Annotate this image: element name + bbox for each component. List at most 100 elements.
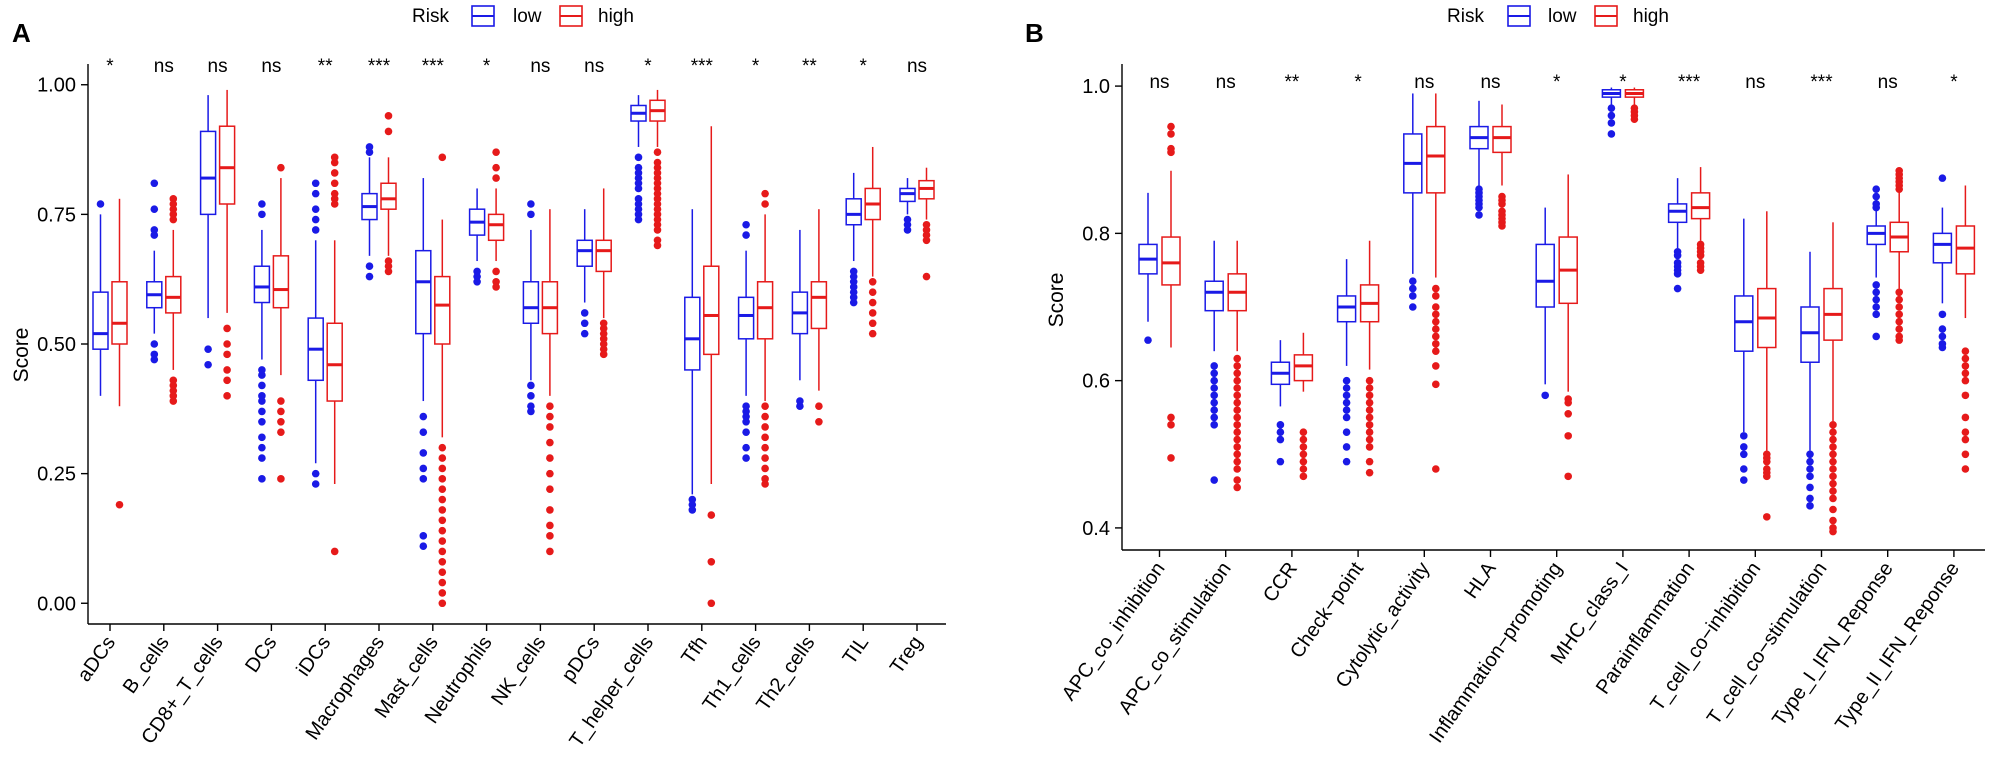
box-body: [845, 198, 862, 226]
outlier-point: [365, 272, 374, 281]
outlier-point: [1233, 362, 1241, 370]
outlier-point: [438, 464, 447, 473]
outlier-point: [1806, 465, 1814, 473]
outlier-point: [1365, 384, 1374, 392]
outlier-point: [546, 423, 554, 431]
outlier-point: [1365, 421, 1374, 429]
box-high: [1955, 185, 1976, 473]
outlier-point: [419, 449, 428, 457]
outlier-point: [223, 366, 231, 374]
outlier-point: [150, 205, 159, 213]
significance-label: **: [802, 56, 817, 77]
outlier-point: [1763, 513, 1771, 521]
outlier-point: [1409, 303, 1417, 311]
outlier-point: [1961, 354, 1970, 363]
outlier-point: [1210, 398, 1218, 407]
outlier-point: [438, 485, 447, 493]
outlier-point: [492, 174, 500, 182]
outlier-point: [761, 200, 769, 208]
outlier-point: [1498, 222, 1506, 230]
outlier-point: [1299, 457, 1308, 466]
outlier-point: [1895, 295, 1903, 304]
box-high: [810, 209, 828, 426]
outlier-point: [438, 568, 447, 576]
outlier-point: [311, 226, 320, 234]
x-tick-label: Inflammation−promoting: [1425, 558, 1566, 747]
outlier-point: [1342, 406, 1351, 414]
outlier-point: [1432, 362, 1440, 370]
box-high: [380, 112, 397, 276]
outlier-point: [258, 371, 266, 379]
outlier-point: [742, 454, 750, 462]
outlier-point: [1895, 310, 1903, 319]
box-low: [1138, 192, 1158, 344]
box-body: [272, 255, 290, 309]
outlier-point: [1740, 465, 1748, 473]
box-high: [756, 189, 774, 488]
box-high: [1492, 104, 1512, 230]
outlier-point: [1895, 317, 1903, 326]
outlier-point: [1365, 376, 1374, 385]
box-high: [1161, 122, 1181, 462]
outlier-point: [599, 350, 608, 359]
outlier-point: [1961, 376, 1970, 385]
outlier-point: [1872, 203, 1880, 212]
outlier-point: [277, 475, 285, 483]
significance-label: ns: [1149, 72, 1169, 93]
outlier-point: [761, 433, 769, 442]
outlier-point: [311, 480, 320, 488]
outlier-point: [1475, 211, 1483, 219]
box-high: [1359, 240, 1380, 477]
outlier-point: [438, 153, 447, 162]
outlier-point: [1829, 450, 1837, 459]
outlier-point: [419, 532, 428, 540]
legend-a-title: Risk: [412, 6, 449, 27]
x-tick-label: B_cells: [119, 632, 174, 697]
box-high: [1624, 87, 1645, 124]
outlier-point: [1365, 457, 1374, 466]
box-low: [1734, 218, 1754, 484]
outlier-point: [707, 599, 716, 608]
outlier-point: [1740, 443, 1748, 451]
outlier-point: [1829, 472, 1837, 481]
outlier-point: [815, 402, 823, 411]
outlier-point: [868, 298, 877, 307]
outlier-point: [419, 428, 428, 436]
outlier-point: [922, 272, 931, 281]
outlier-point: [761, 423, 769, 431]
outlier-point: [438, 526, 447, 535]
outlier-point: [223, 392, 231, 400]
outlier-point: [1829, 465, 1837, 473]
x-tick-label: pDCs: [558, 632, 605, 686]
outlier-point: [258, 475, 266, 483]
box-body: [380, 182, 397, 210]
outlier-point: [1938, 343, 1947, 352]
outlier-point: [653, 226, 662, 234]
box-high: [326, 153, 343, 556]
box-body: [415, 249, 432, 335]
significance-label: ns: [584, 56, 604, 77]
significance-label: *: [1553, 72, 1561, 93]
outlier-point: [1409, 284, 1417, 293]
box-high: [1889, 166, 1909, 344]
significance-label: *: [106, 56, 114, 77]
outlier-point: [438, 475, 447, 483]
legend-b: Risk low high: [1447, 5, 1669, 27]
outlier-point: [1167, 130, 1175, 138]
outlier-point: [1233, 398, 1241, 407]
outlier-point: [1233, 384, 1241, 392]
x-tick-label: Tfh: [677, 632, 712, 668]
outlier-point: [1210, 406, 1218, 414]
outlier-point: [1365, 443, 1374, 451]
box-low: [576, 209, 593, 338]
outlier-point: [761, 443, 769, 452]
outlier-point: [311, 179, 320, 188]
outlier-point: [419, 412, 428, 421]
outlier-point: [311, 215, 320, 224]
outlier-point: [150, 179, 159, 188]
box-body: [595, 239, 612, 273]
panel-b-significance: ns ns ** * ns ns * * *** ns *** ns *: [1149, 72, 1958, 93]
outlier-point: [473, 277, 481, 286]
